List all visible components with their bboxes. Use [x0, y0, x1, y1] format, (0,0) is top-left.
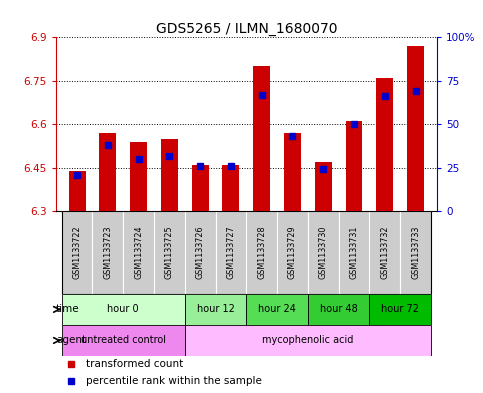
- Text: untreated control: untreated control: [81, 336, 166, 345]
- Bar: [369, 211, 400, 294]
- Text: hour 72: hour 72: [381, 305, 419, 314]
- Bar: [62, 294, 185, 325]
- Text: hour 48: hour 48: [320, 305, 357, 314]
- Text: hour 24: hour 24: [258, 305, 296, 314]
- Text: time: time: [56, 305, 80, 314]
- Bar: [369, 294, 431, 325]
- Bar: [253, 66, 270, 211]
- Bar: [130, 141, 147, 211]
- Bar: [284, 133, 301, 211]
- Text: mycophenolic acid: mycophenolic acid: [262, 336, 354, 345]
- Text: GSM1133733: GSM1133733: [411, 226, 420, 279]
- Text: GSM1133723: GSM1133723: [103, 226, 113, 279]
- Bar: [407, 46, 424, 211]
- Bar: [223, 165, 240, 211]
- Bar: [123, 211, 154, 294]
- Text: transformed count: transformed count: [86, 359, 184, 369]
- Text: hour 12: hour 12: [197, 305, 234, 314]
- Bar: [246, 294, 308, 325]
- Text: GSM1133731: GSM1133731: [350, 226, 358, 279]
- Text: GSM1133722: GSM1133722: [72, 226, 82, 279]
- Bar: [69, 171, 85, 211]
- Bar: [92, 211, 123, 294]
- Bar: [154, 211, 185, 294]
- Text: GSM1133725: GSM1133725: [165, 226, 174, 279]
- Bar: [376, 78, 393, 211]
- Bar: [308, 211, 339, 294]
- Bar: [400, 211, 431, 294]
- Text: hour 0: hour 0: [107, 305, 139, 314]
- Bar: [62, 325, 185, 356]
- Title: GDS5265 / ILMN_1680070: GDS5265 / ILMN_1680070: [156, 22, 337, 36]
- Bar: [185, 325, 431, 356]
- Text: GSM1133730: GSM1133730: [319, 226, 328, 279]
- Bar: [192, 165, 209, 211]
- Text: GSM1133732: GSM1133732: [380, 226, 389, 279]
- Bar: [339, 211, 369, 294]
- Text: GSM1133727: GSM1133727: [227, 226, 235, 279]
- Bar: [277, 211, 308, 294]
- Text: GSM1133724: GSM1133724: [134, 226, 143, 279]
- Bar: [215, 211, 246, 294]
- Bar: [185, 211, 215, 294]
- Bar: [161, 139, 178, 211]
- Text: agent: agent: [56, 336, 86, 345]
- Bar: [345, 121, 363, 211]
- Text: GSM1133728: GSM1133728: [257, 226, 266, 279]
- Bar: [185, 294, 246, 325]
- Bar: [99, 133, 116, 211]
- Bar: [246, 211, 277, 294]
- Bar: [308, 294, 369, 325]
- Bar: [62, 211, 92, 294]
- Text: GSM1133729: GSM1133729: [288, 226, 297, 279]
- Text: GSM1133726: GSM1133726: [196, 226, 205, 279]
- Text: percentile rank within the sample: percentile rank within the sample: [86, 376, 262, 386]
- Bar: [315, 162, 332, 211]
